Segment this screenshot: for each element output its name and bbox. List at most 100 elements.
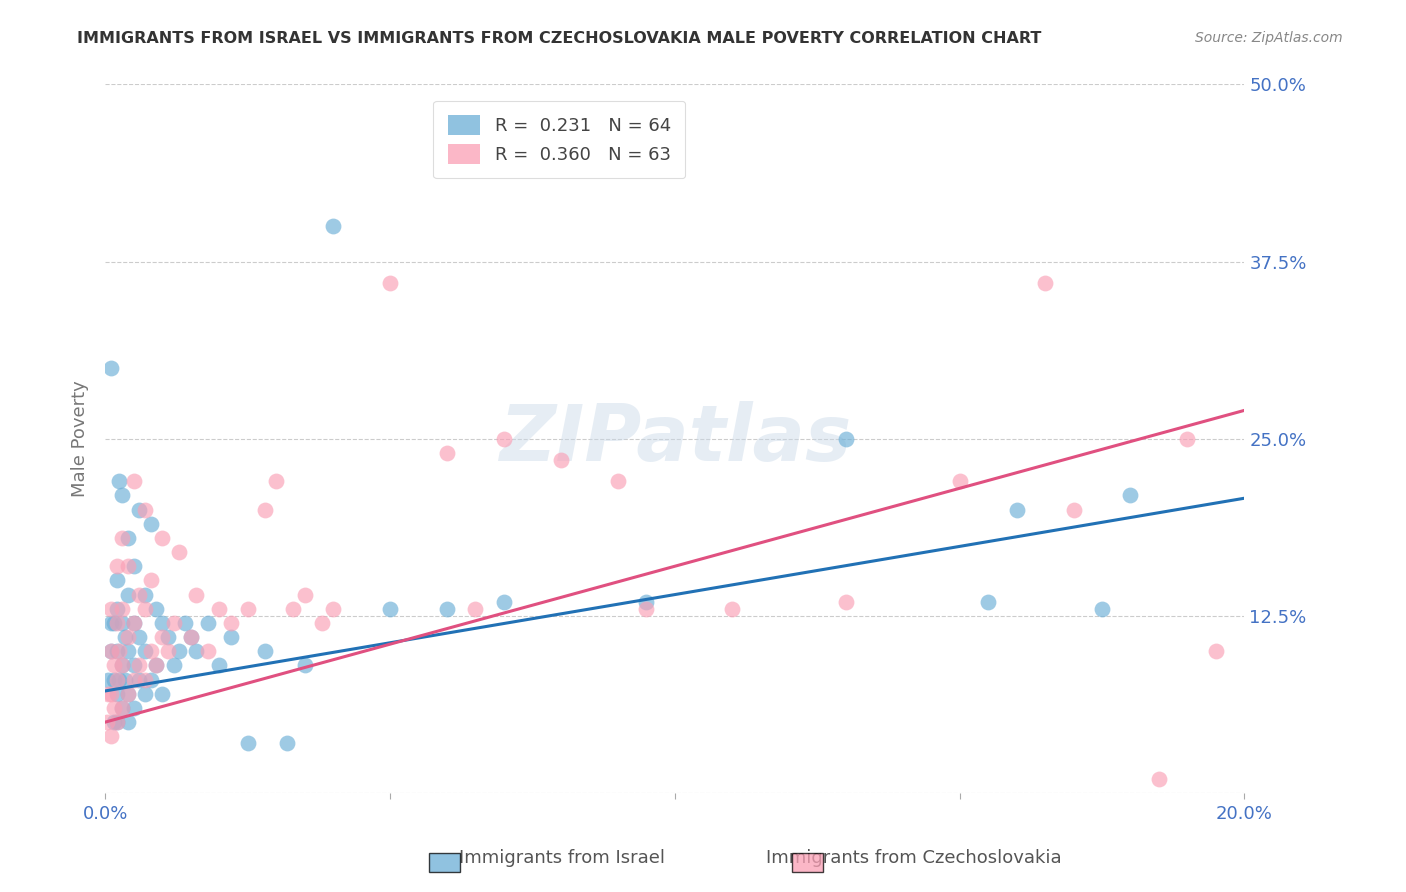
Point bbox=[1063, 502, 1085, 516]
Point bbox=[186, 644, 208, 658]
Legend: R =  0.231   N = 64, R =  0.360   N = 63: R = 0.231 N = 64, R = 0.360 N = 63 bbox=[433, 101, 685, 178]
Text: IMMIGRANTS FROM ISRAEL VS IMMIGRANTS FROM CZECHOSLOVAKIA MALE POVERTY CORRELATIO: IMMIGRANTS FROM ISRAEL VS IMMIGRANTS FRO… bbox=[77, 31, 1042, 46]
Point bbox=[111, 488, 134, 502]
Point bbox=[108, 474, 131, 488]
Point bbox=[122, 474, 145, 488]
Point bbox=[105, 687, 128, 701]
Point bbox=[720, 601, 742, 615]
Point bbox=[162, 615, 184, 630]
Point bbox=[100, 729, 122, 743]
Point bbox=[111, 658, 134, 673]
Point bbox=[219, 630, 242, 644]
Point bbox=[180, 630, 202, 644]
Point bbox=[111, 658, 134, 673]
Point bbox=[105, 715, 128, 730]
Point bbox=[1091, 601, 1114, 615]
Point bbox=[134, 687, 156, 701]
Point bbox=[105, 601, 128, 615]
Point bbox=[139, 574, 162, 588]
Point bbox=[208, 601, 231, 615]
Point bbox=[108, 644, 131, 658]
Point bbox=[283, 601, 305, 615]
Point bbox=[1205, 644, 1227, 658]
Point bbox=[167, 545, 190, 559]
Point bbox=[1177, 432, 1199, 446]
Point bbox=[128, 658, 150, 673]
Point bbox=[117, 559, 139, 574]
Point bbox=[150, 615, 173, 630]
Point bbox=[100, 360, 122, 375]
Point bbox=[96, 715, 118, 730]
Point bbox=[208, 658, 231, 673]
Point bbox=[977, 595, 1000, 609]
Point bbox=[294, 588, 316, 602]
Point bbox=[100, 644, 122, 658]
Point bbox=[150, 630, 173, 644]
Point bbox=[134, 588, 156, 602]
Point bbox=[134, 673, 156, 687]
Point bbox=[606, 474, 628, 488]
Point bbox=[117, 588, 139, 602]
Point bbox=[117, 531, 139, 545]
Point bbox=[105, 574, 128, 588]
Point bbox=[834, 595, 856, 609]
Y-axis label: Male Poverty: Male Poverty bbox=[72, 380, 89, 497]
Point bbox=[197, 644, 219, 658]
Point bbox=[134, 644, 156, 658]
Text: Source: ZipAtlas.com: Source: ZipAtlas.com bbox=[1195, 31, 1343, 45]
Point bbox=[122, 701, 145, 715]
Point bbox=[156, 644, 179, 658]
Point bbox=[219, 615, 242, 630]
Point bbox=[128, 673, 150, 687]
Point bbox=[122, 658, 145, 673]
Point bbox=[128, 502, 150, 516]
Point bbox=[134, 601, 156, 615]
Point bbox=[834, 432, 856, 446]
Point bbox=[105, 644, 128, 658]
Point bbox=[167, 644, 190, 658]
Point bbox=[949, 474, 972, 488]
Point bbox=[117, 630, 139, 644]
Point bbox=[436, 601, 458, 615]
Point bbox=[1033, 276, 1056, 290]
Point bbox=[103, 658, 125, 673]
Point bbox=[145, 601, 167, 615]
Point bbox=[122, 559, 145, 574]
Point bbox=[311, 615, 333, 630]
Point bbox=[108, 673, 131, 687]
Point bbox=[111, 531, 134, 545]
Point bbox=[122, 673, 145, 687]
Point bbox=[114, 630, 136, 644]
Point bbox=[145, 658, 167, 673]
Point bbox=[122, 615, 145, 630]
Point bbox=[464, 601, 486, 615]
Point bbox=[294, 658, 316, 673]
Point bbox=[1147, 772, 1170, 786]
Text: Immigrants from Israel: Immigrants from Israel bbox=[460, 849, 665, 867]
Point bbox=[117, 715, 139, 730]
Point bbox=[236, 736, 259, 750]
Point bbox=[117, 687, 139, 701]
Point bbox=[103, 715, 125, 730]
Point bbox=[128, 588, 150, 602]
Point bbox=[105, 715, 128, 730]
Point bbox=[162, 658, 184, 673]
Point bbox=[1005, 502, 1028, 516]
Point bbox=[111, 601, 134, 615]
Point bbox=[322, 601, 344, 615]
Point bbox=[197, 615, 219, 630]
Point bbox=[100, 601, 122, 615]
Point bbox=[150, 531, 173, 545]
Point bbox=[111, 701, 134, 715]
Point bbox=[128, 630, 150, 644]
Point bbox=[1119, 488, 1142, 502]
Point bbox=[236, 601, 259, 615]
Point bbox=[105, 615, 128, 630]
Point bbox=[114, 673, 136, 687]
Point bbox=[105, 559, 128, 574]
Point bbox=[103, 701, 125, 715]
Point bbox=[322, 219, 344, 234]
Point bbox=[253, 644, 276, 658]
Point bbox=[150, 687, 173, 701]
Point bbox=[253, 502, 276, 516]
